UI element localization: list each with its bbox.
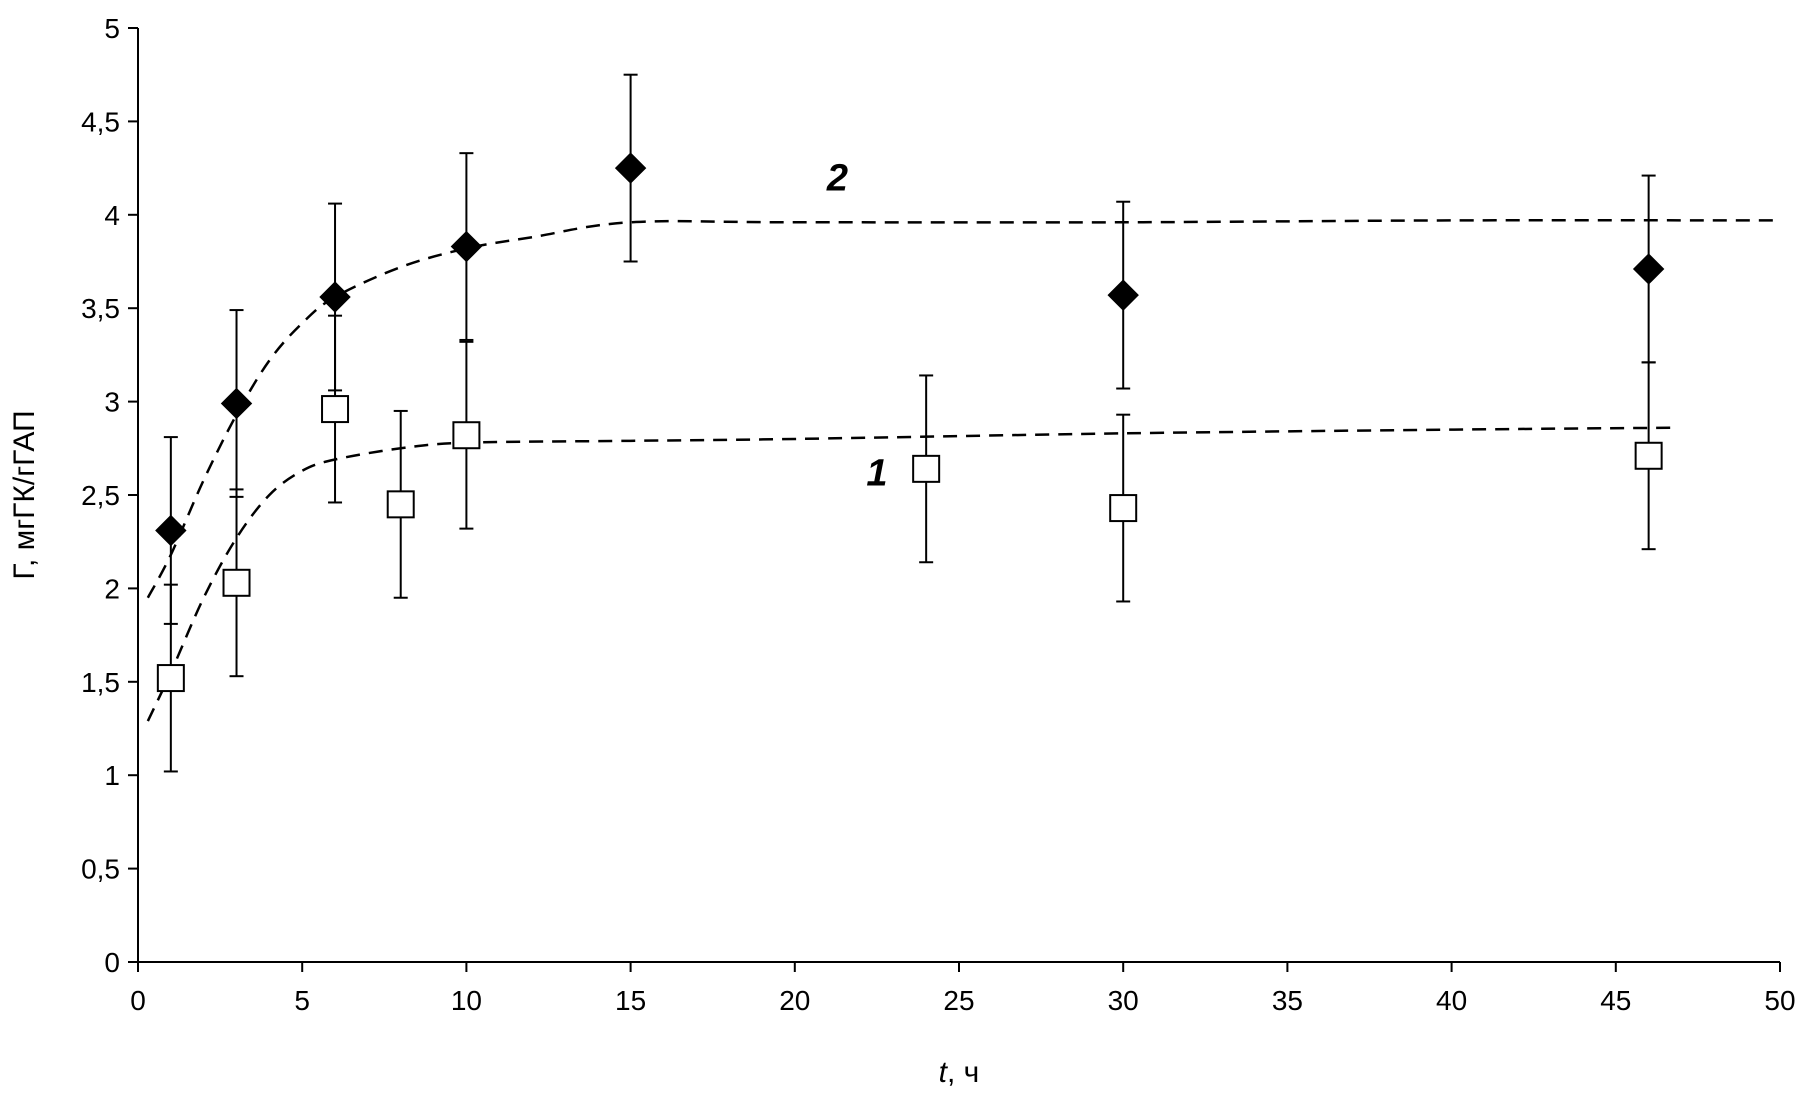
y-tick-label: 1 <box>104 760 120 791</box>
y-tick-label: 2,5 <box>81 480 120 511</box>
x-tick-label: 30 <box>1108 985 1139 1016</box>
x-tick-label: 15 <box>615 985 646 1016</box>
y-tick-label: 2 <box>104 573 120 604</box>
data-point-series-2 <box>1107 279 1139 311</box>
data-point-series-1 <box>222 568 251 597</box>
x-axis-variable: t <box>939 1056 949 1089</box>
data-point-series-1 <box>156 664 185 693</box>
x-tick-label: 25 <box>943 985 974 1016</box>
y-tick-label: 5 <box>104 13 120 44</box>
x-axis-unit: , ч <box>947 1056 979 1089</box>
data-point-series-2 <box>1632 253 1665 285</box>
axes-group: 0 5 10 15 20 25 30 35 40 45 5000,511,522,533,544,5… <box>81 13 1796 1016</box>
data-point-series-1 <box>912 454 941 483</box>
fit-curve-series-2 <box>146 219 1781 599</box>
fit-curves-group <box>146 219 1781 722</box>
x-tick-label: 40 <box>1436 985 1467 1016</box>
data-point-series-1 <box>1634 441 1663 470</box>
y-tick-label: 4 <box>104 200 120 231</box>
y-axis-title: Г, мгГК/гГАП <box>8 410 41 579</box>
y-tick-label: 3,5 <box>81 293 120 324</box>
data-point-series-2 <box>450 230 483 263</box>
x-tick-label: 10 <box>451 985 482 1016</box>
data-point-series-1 <box>386 490 415 519</box>
error-bars-group <box>163 73 1656 773</box>
data-points-group <box>155 152 1665 693</box>
data-point-series-1 <box>1109 494 1138 523</box>
x-tick-label: 20 <box>779 985 810 1016</box>
data-point-series-2 <box>614 152 647 184</box>
y-tick-label: 1,5 <box>81 667 120 698</box>
x-axis-title: t, ч <box>939 1056 980 1089</box>
labels-group: Г, мгГК/гГАП t, ч 1 2 <box>8 158 979 1089</box>
x-tick-label: 50 <box>1764 985 1795 1016</box>
y-tick-label: 0 <box>104 947 120 978</box>
data-point-series-2 <box>155 514 187 547</box>
curve-label-2: 2 <box>826 158 848 200</box>
x-tick-label: 5 <box>294 985 310 1016</box>
x-tick-label: 45 <box>1600 985 1631 1016</box>
curve-label-1: 1 <box>866 453 887 495</box>
data-point-series-2 <box>220 387 253 420</box>
y-tick-label: 3 <box>104 387 120 418</box>
fit-curve-series-1 <box>146 426 1672 722</box>
x-tick-label: 0 <box>130 985 146 1016</box>
data-point-series-2 <box>319 281 351 313</box>
y-tick-label: 4,5 <box>81 106 120 137</box>
data-point-series-1 <box>452 421 481 450</box>
data-point-series-1 <box>321 395 350 424</box>
y-tick-label: 0,5 <box>81 854 120 885</box>
x-tick-label: 35 <box>1272 985 1303 1016</box>
